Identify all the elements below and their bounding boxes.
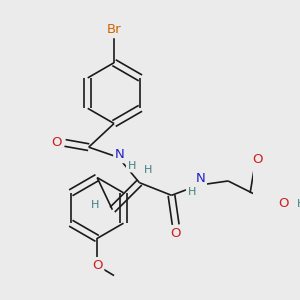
Text: H: H	[128, 161, 136, 171]
Text: O: O	[279, 197, 289, 210]
Text: O: O	[170, 227, 181, 240]
Text: O: O	[51, 136, 62, 149]
Text: H: H	[144, 165, 152, 175]
Text: H: H	[297, 199, 300, 209]
Text: O: O	[252, 153, 263, 166]
Text: O: O	[92, 259, 102, 272]
Text: H: H	[188, 187, 196, 197]
Text: H: H	[91, 200, 100, 211]
Text: Br: Br	[107, 23, 122, 36]
Text: N: N	[195, 172, 205, 185]
Text: N: N	[115, 148, 125, 161]
